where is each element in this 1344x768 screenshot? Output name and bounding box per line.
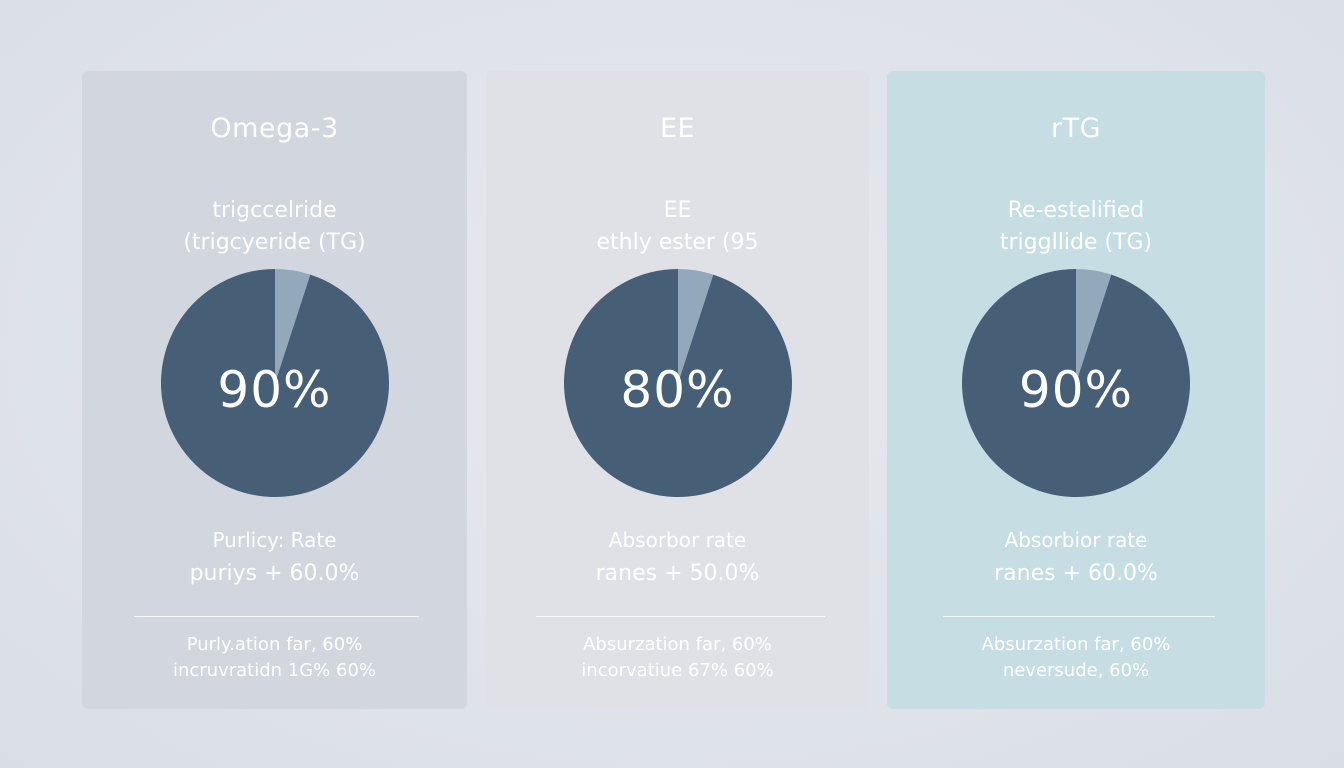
pie-slice-minor [677, 269, 713, 383]
footnote-line2: incorvatiue 67% 60% [581, 660, 774, 681]
pie-center-value: 90% [1018, 361, 1134, 419]
panel-title: EE [659, 113, 696, 144]
panel-subtitle-line2: ethly ester (95 [596, 230, 759, 255]
footnote-line1: Absurzation far, 60% [583, 634, 772, 655]
footnote-line1: Purly.ation far, 60% [186, 634, 363, 655]
metric-label: Purlicy: Rate [212, 528, 337, 552]
footnote-line2: neversude, 60% [1002, 660, 1150, 681]
footnote-line1: Absurzation far, 60% [981, 634, 1171, 655]
pie-slice-major [160, 269, 389, 497]
pie-slice-major [962, 269, 1191, 497]
panel-title: rTG [1050, 113, 1101, 144]
panel-subtitle-line1: trigccelride [212, 198, 337, 223]
pie-center-value: 90% [217, 361, 332, 419]
panel-title: Omega-3 [210, 113, 339, 144]
panel-subtitle-line2: (trigcyeride (TG) [183, 230, 366, 255]
panel-ee: EE EE ethly ester (95 80% Absorbor rate … [486, 71, 869, 709]
metric-label: Absorbor rate [608, 528, 747, 552]
panel-subtitle-line1: Re-estelified [1007, 198, 1145, 223]
metric-label: Absorbior rate [1004, 528, 1148, 552]
panel-omega-3: Omega-3 trigccelride (trigcyeride (TG) 9… [82, 71, 467, 709]
pie-slice-minor [274, 269, 310, 383]
pie-chart: 80% [563, 267, 793, 499]
pie-chart: 90% [961, 267, 1191, 499]
metric-value: ranes + 60.0% [994, 561, 1158, 586]
metric-value: puriys + 60.0% [189, 561, 360, 586]
panel-subtitle-line1: EE [663, 198, 692, 223]
pie-chart: 90% [160, 267, 390, 499]
panel-subtitle-line2: triggllide (TG) [999, 230, 1153, 255]
pie-center-value: 80% [620, 361, 735, 419]
metric-value: ranes + 50.0% [595, 561, 760, 586]
divider [943, 616, 1215, 617]
pie-slice-minor [1076, 269, 1112, 383]
panel-rtg: rTG Re-estelified triggllide (TG) 90% Ab… [887, 71, 1265, 709]
divider [134, 616, 419, 617]
divider [536, 616, 825, 617]
pie-slice-major [563, 269, 792, 497]
footnote-line2: incruvratidn 1G% 60% [172, 660, 377, 681]
